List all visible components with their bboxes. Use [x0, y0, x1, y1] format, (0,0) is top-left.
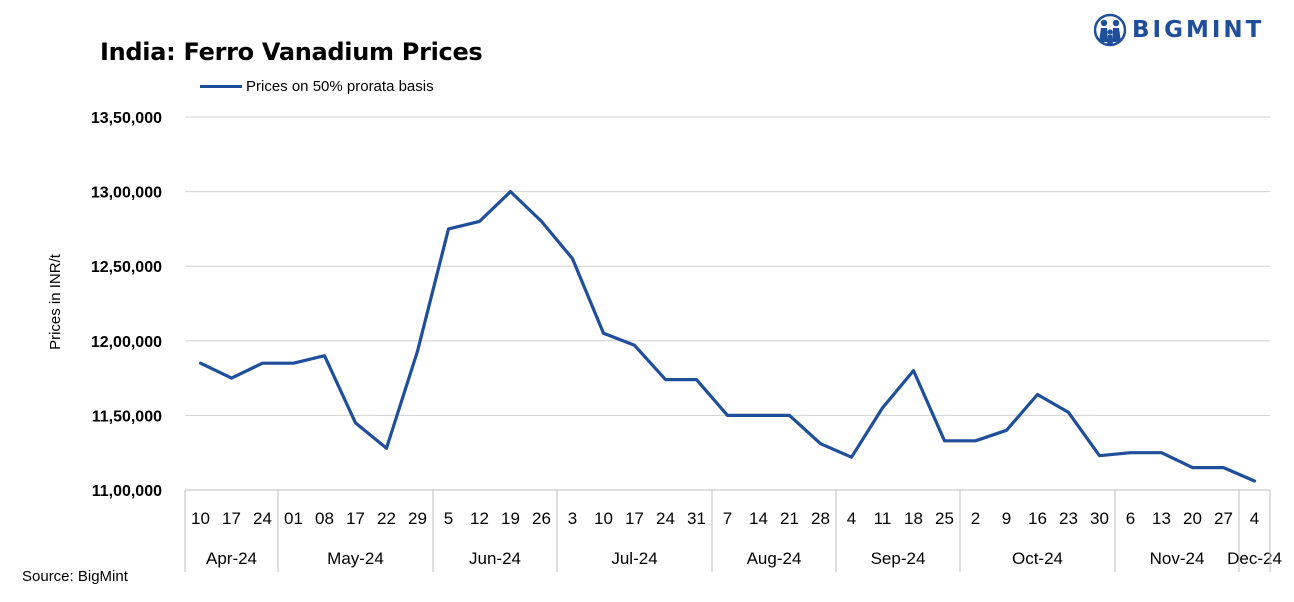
legend-label: Prices on 50% prorata basis [246, 78, 434, 95]
x-tick-label: 11 [874, 509, 892, 528]
month-group-label: Jul-24 [611, 549, 657, 568]
y-axis-label: Prices in INR/t [47, 253, 64, 350]
legend-swatch [200, 85, 242, 88]
month-group-label: Jun-24 [469, 549, 521, 568]
x-tick-label: 20 [1183, 509, 1202, 528]
x-tick-label: 26 [532, 509, 551, 528]
y-tick-label: 12,50,000 [91, 259, 162, 276]
series-line [198, 190, 1257, 483]
x-tick-label: 6 [1126, 509, 1135, 528]
x-tick-label: 12 [470, 509, 489, 528]
month-group-label: May-24 [327, 549, 384, 568]
month-group-label: Dec-24 [1227, 549, 1282, 568]
x-tick-label: 24 [253, 509, 272, 528]
x-tick-label: 23 [1059, 509, 1078, 528]
x-tick-label: 17 [222, 509, 241, 528]
x-tick-label: 18 [904, 509, 923, 528]
x-tick-label: 25 [935, 509, 954, 528]
month-group-label: Aug-24 [747, 549, 802, 568]
y-axis-tick-labels: 11,00,000 11,50,000 12,00,000 12,50,000 13,0… [91, 110, 162, 500]
brand-name: BIGMINT [1132, 17, 1265, 43]
legend: Prices on 50% prorata basis [200, 78, 434, 95]
x-tick-label: 13 [1152, 509, 1171, 528]
x-axis: 10 17 24 01 08 17 22 29 5 12 19 26 3 10 17 24 31 7 14 21 28 4… [184, 489, 1282, 572]
y-tick-label: 12,00,000 [91, 334, 162, 351]
x-tick-label: 16 [1028, 509, 1047, 528]
month-group-label: Sep-24 [871, 549, 926, 568]
x-tick-label: 29 [408, 509, 427, 528]
x-tick-label: 3 [568, 509, 577, 528]
x-tick-label: 9 [1002, 509, 1011, 528]
x-tick-label: 19 [501, 509, 520, 528]
x-tick-label: 10 [191, 509, 210, 528]
y-tick-label: 11,50,000 [92, 408, 162, 425]
x-tick-label: 7 [723, 509, 732, 528]
x-tick-label: 22 [377, 509, 396, 528]
x-tick-label: 17 [346, 509, 365, 528]
y-tick-label: 13,50,000 [91, 110, 162, 127]
x-tick-label: 4 [1250, 509, 1259, 528]
x-tick-label: 17 [625, 509, 644, 528]
x-tick-label: 28 [811, 509, 830, 528]
x-tick-label: 4 [847, 509, 856, 528]
x-tick-label: 10 [594, 509, 613, 528]
people-logo-icon [1094, 13, 1126, 47]
y-tick-label: 13,00,000 [91, 185, 162, 202]
source-note: Source: BigMint [22, 568, 128, 585]
x-tick-label: 5 [444, 509, 453, 528]
x-tick-label: 01 [284, 509, 303, 528]
month-group-label: Apr-24 [206, 549, 257, 568]
brand-logo: BIGMINT [1094, 12, 1264, 48]
month-group-label: Oct-24 [1012, 549, 1063, 568]
x-tick-label: 24 [656, 509, 675, 528]
x-tick-label: 27 [1214, 509, 1233, 528]
x-tick-label: 2 [971, 509, 980, 528]
gridlines [185, 116, 1270, 491]
month-group-label: Nov-24 [1150, 549, 1205, 568]
series-lines [198, 190, 1257, 483]
y-tick-label: 11,00,000 [92, 483, 162, 500]
chart-title: India: Ferro Vanadium Prices [100, 38, 483, 66]
x-tick-label: 08 [315, 509, 334, 528]
x-tick-label: 31 [687, 509, 706, 528]
x-tick-label: 30 [1090, 509, 1109, 528]
x-tick-label: 14 [749, 509, 768, 528]
x-tick-label: 21 [780, 509, 799, 528]
